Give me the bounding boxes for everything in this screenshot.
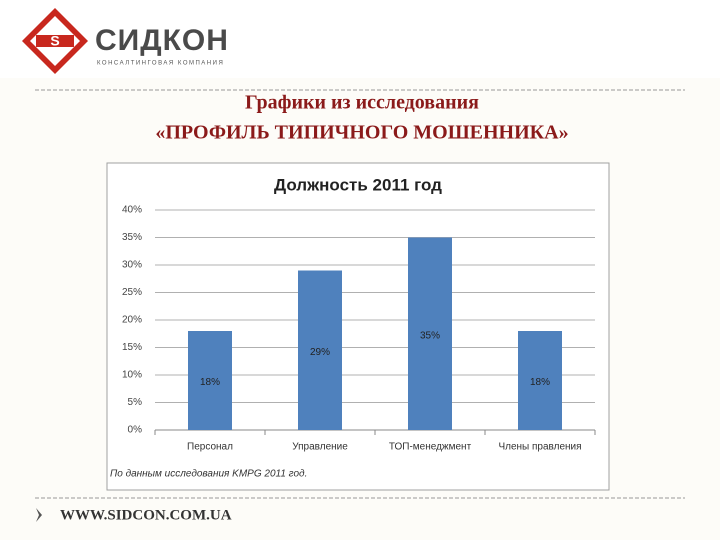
y-tick-label: 10% xyxy=(122,370,142,381)
footer-arrow xyxy=(36,508,42,522)
x-tick-label: Персонал xyxy=(187,442,233,453)
x-tick-label: Управление xyxy=(292,442,348,453)
bar xyxy=(188,331,232,430)
x-tick-label: Члены правления xyxy=(498,442,581,453)
bar xyxy=(518,331,562,430)
logo-mark: S xyxy=(50,33,59,49)
chart-note: По данным исследования KMPG 2011 год. xyxy=(110,469,307,480)
chart-title: Должность 2011 год xyxy=(274,175,442,194)
y-tick-label: 35% xyxy=(122,232,142,243)
value-label: 35% xyxy=(420,330,440,341)
logo-tagline: КОНСАЛТИНГОВАЯ КОМПАНИЯ xyxy=(97,61,224,67)
slide-title: Графики из исследования xyxy=(245,92,479,114)
y-tick-label: 15% xyxy=(122,342,142,353)
bar xyxy=(408,237,452,430)
logo-band xyxy=(36,35,74,47)
slide-title: «ПРОФИЛЬ ТИПИЧНОГО МОШЕННИКА» xyxy=(155,122,568,144)
y-tick-label: 0% xyxy=(128,425,143,436)
chart: Должность 2011 год По данным исследовани… xyxy=(110,175,596,480)
value-label: 29% xyxy=(310,347,330,358)
bar xyxy=(298,270,342,430)
y-tick-label: 20% xyxy=(122,315,142,326)
y-tick-label: 25% xyxy=(122,287,142,298)
value-label: 18% xyxy=(530,377,550,388)
value-label: 18% xyxy=(200,377,220,388)
x-tick-label: ТОП-менеджмент xyxy=(389,442,472,453)
y-tick-label: 40% xyxy=(122,205,142,216)
y-tick-label: 5% xyxy=(128,397,143,408)
logo: S СИДКОН КОНСАЛТИНГОВАЯ КОМПАНИЯ xyxy=(22,8,229,74)
footer-url: WWW.SIDCON.COM.UA xyxy=(60,507,232,523)
chart-frame xyxy=(106,162,610,491)
y-tick-label: 30% xyxy=(122,260,142,271)
logo-name: СИДКОН xyxy=(95,24,229,57)
